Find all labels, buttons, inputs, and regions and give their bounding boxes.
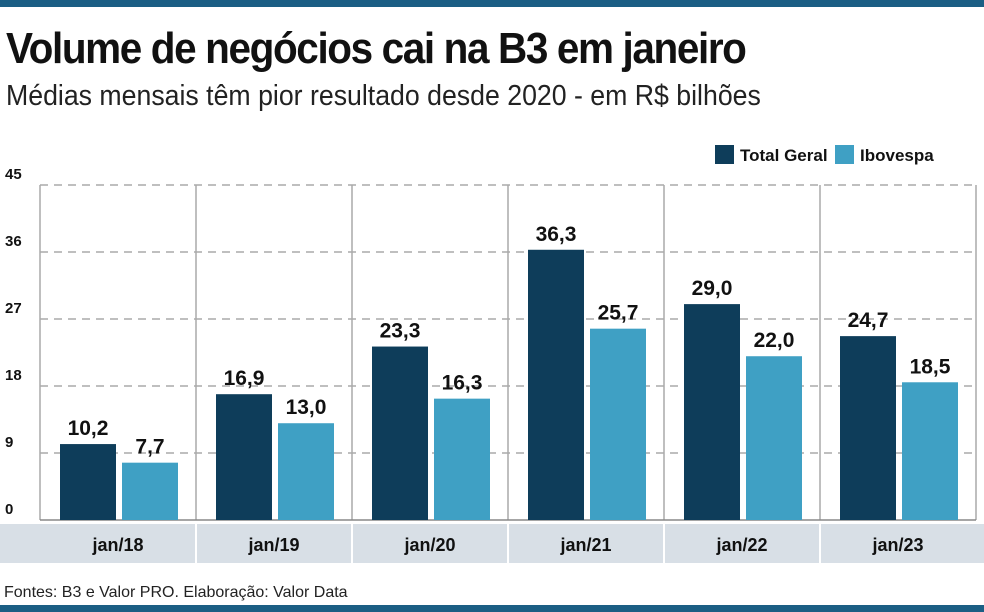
bar-ibovespa	[590, 328, 646, 520]
category-label: jan/18	[91, 535, 143, 555]
category-label: jan/21	[559, 535, 611, 555]
data-label: 23,3	[380, 320, 421, 343]
y-tick-label: 9	[5, 434, 13, 451]
category-label: jan/22	[715, 535, 767, 555]
y-tick-label: 18	[5, 367, 22, 384]
data-label: 16,9	[224, 367, 265, 390]
data-label: 36,3	[536, 223, 577, 246]
y-tick-label: 27	[5, 300, 22, 317]
y-tick-label: 0	[5, 501, 13, 518]
bar-ibovespa	[902, 382, 958, 520]
chart-title: Volume de negócios cai na B3 em janeiro	[6, 24, 747, 73]
data-label: 18,5	[910, 355, 951, 378]
top-rule	[0, 0, 984, 7]
legend-label: Total Geral	[740, 146, 828, 165]
data-label: 29,0	[692, 277, 733, 300]
bar-total-geral	[60, 444, 116, 520]
y-tick-label: 36	[5, 233, 22, 250]
legend-label: Ibovespa	[860, 146, 934, 165]
category-band	[0, 524, 984, 563]
y-tick-label: 45	[5, 166, 22, 183]
bar-total-geral	[216, 394, 272, 520]
data-label: 13,0	[286, 396, 327, 419]
data-label: 22,0	[754, 329, 795, 352]
bar-total-geral	[372, 346, 428, 520]
data-label: 7,7	[135, 436, 164, 459]
data-label: 24,7	[848, 309, 889, 332]
data-label: 16,3	[442, 372, 483, 395]
category-label: jan/20	[403, 535, 455, 555]
bar-ibovespa	[122, 462, 178, 520]
bar-total-geral	[528, 249, 584, 520]
category-label: jan/23	[871, 535, 923, 555]
source-note: Fontes: B3 e Valor PRO. Elaboração: Valo…	[4, 584, 348, 601]
bar-total-geral	[684, 304, 740, 520]
bar-ibovespa	[746, 356, 802, 520]
bottom-rule	[0, 605, 984, 612]
category-label: jan/19	[247, 535, 299, 555]
data-label: 25,7	[598, 302, 639, 325]
data-label: 10,2	[68, 417, 109, 440]
bar-ibovespa	[278, 423, 334, 520]
legend-swatch	[715, 145, 734, 164]
legend-swatch	[835, 145, 854, 164]
bar-ibovespa	[434, 398, 490, 520]
chart-subtitle: Médias mensais têm pior resultado desde …	[6, 80, 761, 112]
bar-total-geral	[840, 336, 896, 520]
